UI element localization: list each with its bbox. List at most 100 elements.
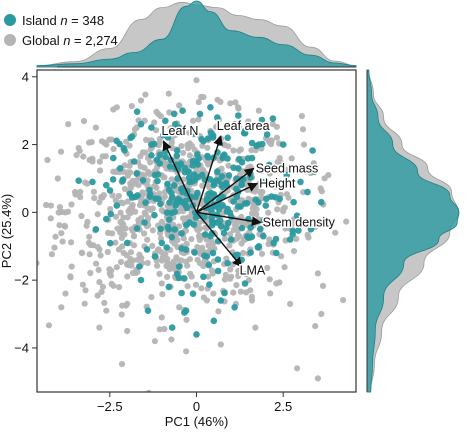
island-point xyxy=(181,309,188,316)
global-point xyxy=(96,199,103,206)
legend-text-part: n xyxy=(63,33,70,48)
global-point xyxy=(282,225,289,232)
island-point xyxy=(193,331,200,338)
island-point xyxy=(133,225,141,232)
global-point xyxy=(227,100,234,107)
global-point xyxy=(139,149,146,156)
island-point xyxy=(179,107,186,114)
island-point xyxy=(210,179,218,186)
island-point xyxy=(174,175,181,182)
global-point xyxy=(100,139,108,146)
global-point xyxy=(222,271,229,278)
global-point xyxy=(113,264,120,271)
global-point xyxy=(123,138,130,145)
island-point xyxy=(175,263,183,270)
legend: Island n = 348 Global n = 2,274 xyxy=(4,13,118,48)
island-point xyxy=(165,283,173,291)
global-point xyxy=(264,264,271,272)
global-point xyxy=(25,156,31,162)
island-point xyxy=(219,154,227,162)
global-point xyxy=(156,326,163,333)
global-point xyxy=(97,252,104,259)
island-point xyxy=(173,147,181,154)
island-point xyxy=(311,168,318,175)
island-point xyxy=(263,131,271,138)
island-point xyxy=(166,199,173,206)
island-point xyxy=(214,168,221,175)
global-point xyxy=(107,272,114,279)
global-point xyxy=(230,289,237,296)
global-point xyxy=(200,294,207,301)
island-point xyxy=(200,273,207,281)
island-point xyxy=(207,189,215,197)
island-point xyxy=(227,236,235,243)
island-point xyxy=(189,290,197,298)
island-point xyxy=(133,108,141,115)
island-point xyxy=(103,215,110,223)
global-point xyxy=(182,258,190,265)
global-point xyxy=(205,242,212,249)
global-point xyxy=(51,244,58,251)
global-point xyxy=(144,236,151,243)
island-point xyxy=(235,123,242,131)
global-point xyxy=(112,197,119,204)
global-point xyxy=(129,202,136,209)
global-point xyxy=(314,375,321,382)
global-point xyxy=(302,168,309,175)
island-point xyxy=(103,181,110,189)
global-point xyxy=(54,175,61,182)
global-point xyxy=(65,121,72,128)
global-point xyxy=(233,221,240,229)
global-point xyxy=(321,175,328,182)
island-point xyxy=(206,281,213,288)
island-point xyxy=(217,222,225,230)
global-point xyxy=(188,236,195,243)
global-point xyxy=(137,97,145,104)
legend-island-marker xyxy=(4,14,16,26)
global-point xyxy=(77,188,84,195)
island-point xyxy=(204,154,212,161)
global-point xyxy=(128,103,135,110)
island-point xyxy=(148,152,155,159)
global-point xyxy=(310,160,317,167)
global-point xyxy=(118,361,126,368)
global-point xyxy=(300,141,308,148)
island-point xyxy=(201,252,208,259)
x-tick-label: 0 xyxy=(193,399,200,414)
global-point xyxy=(124,327,131,335)
island-point xyxy=(233,193,241,201)
island-point xyxy=(218,173,226,180)
island-point xyxy=(75,177,82,184)
global-point xyxy=(183,316,190,323)
global-point xyxy=(278,253,285,260)
global-point xyxy=(156,190,163,197)
global-point xyxy=(215,308,222,315)
global-point xyxy=(117,258,125,266)
global-point xyxy=(141,230,148,237)
legend-global-label: Global n = 2,274 xyxy=(22,33,118,48)
global-point xyxy=(47,202,55,209)
global-point xyxy=(233,282,240,289)
global-point xyxy=(166,261,173,268)
island-point xyxy=(130,158,138,165)
island-point xyxy=(146,193,154,200)
island-point xyxy=(269,219,277,226)
global-point xyxy=(143,136,150,143)
global-point xyxy=(252,324,259,331)
island-point xyxy=(257,167,265,175)
island-point xyxy=(158,239,166,247)
island-point xyxy=(238,159,246,166)
global-point xyxy=(68,239,75,246)
global-point xyxy=(165,90,172,97)
global-point xyxy=(151,338,158,345)
global-point xyxy=(221,141,228,149)
island-point xyxy=(154,177,161,185)
global-point xyxy=(129,257,137,264)
global-point xyxy=(84,180,91,187)
global-point xyxy=(243,271,250,278)
global-point xyxy=(90,188,97,195)
global-point xyxy=(318,188,325,195)
global-point xyxy=(91,195,98,202)
global-point xyxy=(275,166,282,173)
island-point xyxy=(171,208,179,216)
